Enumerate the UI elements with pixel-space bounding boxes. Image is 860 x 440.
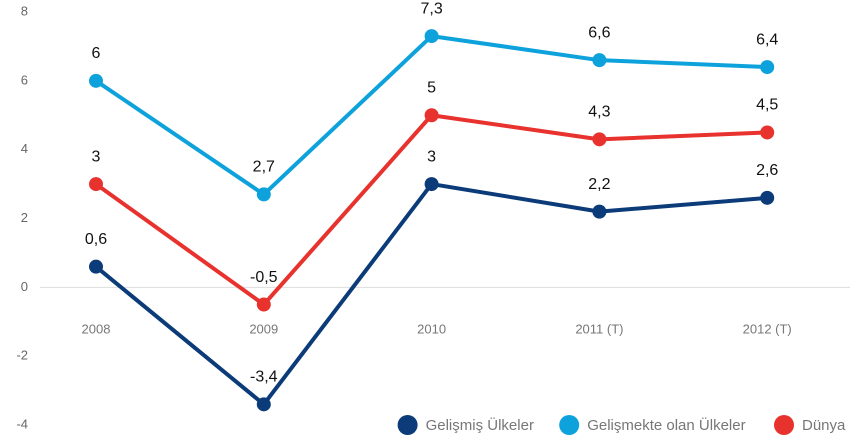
point [592, 53, 607, 68]
x-tick-label: 2012 (T) [743, 321, 792, 336]
data-label: 6 [92, 45, 101, 62]
data-label: -3,4 [250, 369, 278, 386]
data-label: 6,4 [756, 31, 778, 48]
y-tick-label: -2 [16, 348, 28, 363]
y-tick-label: 0 [21, 279, 28, 294]
point [89, 73, 103, 88]
data-label: 2,6 [756, 162, 778, 179]
data-label: 3 [427, 148, 436, 165]
x-tick-label: 2011 (T) [575, 321, 623, 336]
point [424, 177, 439, 192]
legend-label: Dünya [802, 417, 846, 434]
data-label: 2,7 [253, 159, 275, 176]
point [256, 297, 271, 312]
data-label: 2,2 [588, 176, 610, 193]
x-tick-label: 2010 [417, 321, 446, 336]
legend-marker [774, 415, 794, 435]
x-tick-label: 2009 [249, 321, 278, 336]
point [760, 190, 775, 205]
data-label: 7,3 [420, 0, 442, 17]
y-tick-label: 8 [21, 3, 28, 18]
data-label: 6,6 [588, 24, 610, 41]
point [760, 60, 775, 75]
legend-label: Gelişmekte olan Ülkeler [587, 416, 745, 434]
y-tick-label: 6 [21, 72, 28, 87]
data-label: 5 [427, 79, 436, 96]
legend-marker [397, 415, 418, 435]
legend-marker [559, 415, 580, 435]
y-tick-label: 2 [21, 210, 28, 225]
point [256, 397, 271, 412]
y-tick-label: 4 [21, 141, 28, 156]
series-line [94, 182, 768, 407]
point [424, 29, 439, 44]
point [592, 132, 607, 147]
data-label: 4,3 [588, 104, 610, 121]
point [424, 108, 439, 123]
legend-label: Gelişmiş Ülkeler [426, 416, 534, 434]
point [760, 125, 775, 140]
point [256, 187, 271, 202]
data-label: -0,5 [250, 269, 278, 286]
series-line [94, 113, 768, 307]
point [89, 177, 103, 192]
point [89, 259, 103, 274]
data-label: 4,5 [756, 97, 778, 114]
y-tick-label: -4 [16, 416, 28, 431]
data-label: 0,6 [85, 231, 107, 248]
x-tick-label: 2008 [82, 321, 111, 336]
point [592, 204, 607, 219]
data-label: 3 [92, 148, 101, 165]
